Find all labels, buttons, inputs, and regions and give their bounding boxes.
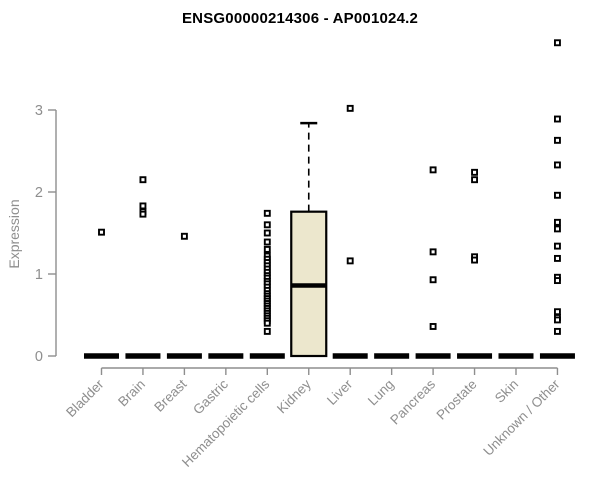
zero-bar	[125, 353, 161, 359]
data-point	[180, 232, 188, 240]
data-point	[554, 218, 561, 226]
zero-bar	[208, 353, 244, 359]
data-point	[139, 176, 147, 184]
data-point	[346, 257, 354, 265]
data-point	[346, 104, 354, 112]
chart-title: ENSG00000214306 - AP001024.2	[181, 10, 419, 27]
data-point	[554, 242, 561, 250]
zero-bar	[498, 353, 534, 359]
x-tick-label: Unknown / Other	[480, 376, 563, 459]
data-point	[139, 202, 147, 210]
data-point	[263, 229, 271, 237]
data-point	[554, 225, 561, 233]
data-point	[554, 161, 561, 169]
data-point	[263, 245, 271, 253]
x-tick-label: Bladder	[63, 376, 107, 420]
zero-bar	[332, 353, 368, 359]
data-point	[471, 256, 478, 264]
data-point	[471, 168, 478, 176]
data-point	[429, 323, 437, 330]
zero-bar	[457, 353, 493, 359]
data-point	[263, 209, 271, 217]
x-tick-label: Skin	[492, 377, 521, 406]
data-point	[554, 115, 561, 123]
data-point	[554, 136, 561, 144]
data-point	[554, 254, 561, 262]
data-point	[263, 319, 271, 327]
data-point	[263, 238, 271, 246]
y-tick-label: 1	[35, 267, 43, 283]
data-point	[429, 248, 437, 256]
y-tick-label: 3	[35, 103, 43, 119]
zero-bar	[166, 353, 202, 359]
x-tick-label: Breast	[151, 376, 189, 414]
data-point	[139, 210, 147, 218]
x-tick-label: Gastric	[190, 376, 231, 417]
data-point	[554, 277, 561, 285]
data-point	[98, 228, 105, 236]
x-tick-label: Pancreas	[387, 376, 438, 427]
data-point	[554, 39, 561, 47]
x-tick-label: Lung	[365, 377, 397, 409]
data-point	[429, 276, 437, 284]
data-point	[554, 191, 561, 199]
zero-bar	[539, 353, 575, 359]
zero-bar	[84, 353, 119, 359]
data-point	[429, 166, 437, 174]
x-tick-label: Liver	[324, 376, 356, 408]
y-tick-label: 2	[35, 185, 43, 201]
x-tick-label: Kidney	[274, 376, 314, 416]
data-point	[554, 327, 561, 335]
x-tick-label: Brain	[115, 377, 148, 410]
x-tick-label: Prostate	[434, 377, 480, 423]
data-point	[263, 221, 271, 229]
y-tick-label: 0	[35, 349, 43, 365]
data-point	[263, 327, 271, 335]
data-point	[554, 308, 561, 316]
zero-bar	[415, 353, 451, 359]
zero-bar	[249, 353, 285, 359]
zero-bar	[374, 353, 410, 359]
data-point	[554, 316, 561, 324]
data-point	[471, 176, 478, 184]
